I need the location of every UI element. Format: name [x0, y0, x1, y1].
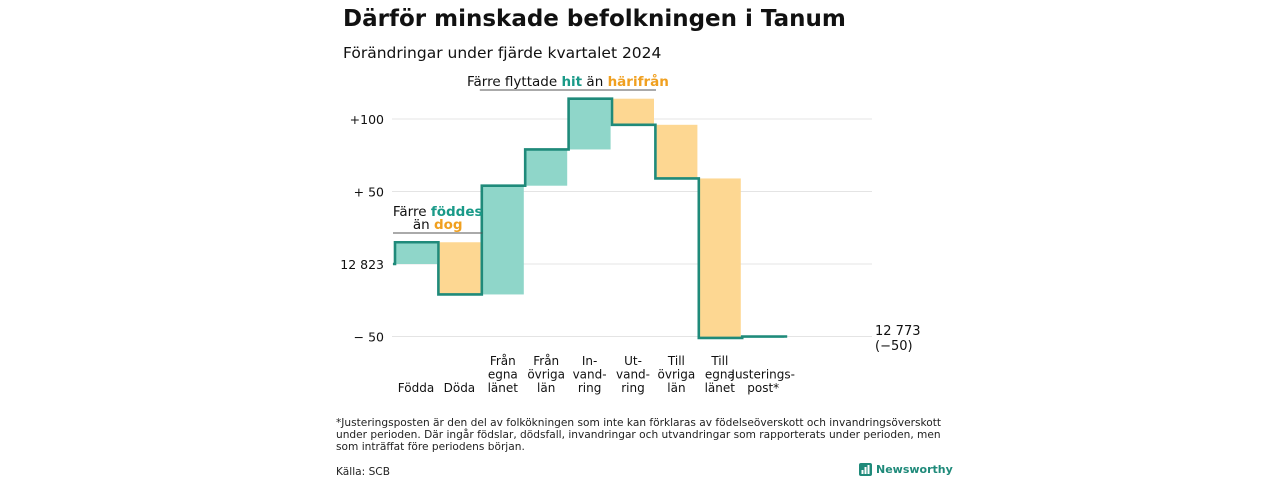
chart-title: Därför minskade befolkningen i Tanum	[343, 6, 846, 32]
bar-7	[698, 178, 741, 338]
bar-0	[395, 242, 437, 264]
newsworthy-icon	[859, 463, 872, 476]
grid-layer	[392, 118, 872, 337]
category-label: Från egna länet	[488, 354, 519, 395]
y-tick-label: 12 823	[340, 257, 384, 272]
y-tick-label: − 50	[354, 330, 384, 345]
brand-logo: Newsworthy	[859, 463, 953, 476]
bar-6	[655, 124, 698, 179]
brand-name: Newsworthy	[876, 463, 953, 476]
category-label: Till egna länet	[705, 354, 736, 395]
final-value-label: 12 773 (−50)	[875, 324, 921, 354]
category-label: Till övriga län	[658, 354, 696, 395]
y-tick-label: +100	[350, 112, 384, 127]
annotation-text: Färre flyttade hit än härifrån	[467, 73, 669, 90]
bar-4	[568, 98, 611, 150]
annotation-text: Färre föddes	[393, 204, 483, 220]
step-line-layer	[393, 97, 788, 340]
bar-3	[525, 149, 568, 186]
category-label: Döda	[444, 381, 476, 395]
category-label: In-vand-ring	[573, 354, 607, 395]
category-label: Ut-vand-ring	[616, 354, 650, 395]
source-note: Källa: SCB	[336, 466, 390, 478]
text-layer: +100 + 50 12 823 − 50 Födda Döda Från egna länet…	[340, 73, 920, 395]
annotation-text: än dog	[413, 217, 463, 233]
category-label: Från övriga län	[527, 354, 565, 395]
category-label: Födda	[398, 381, 434, 395]
bar-layer	[395, 98, 785, 338]
bar-1	[438, 242, 481, 295]
step-line	[393, 97, 788, 340]
waterfall-chart: +100 + 50 12 823 − 50 Födda Döda Från egna länet…	[340, 73, 920, 395]
bar-5	[612, 98, 654, 125]
footnote: *Justeringsposten är den del av folkökni…	[336, 417, 942, 453]
chart-subtitle: Förändringar under fjärde kvartalet 2024	[343, 44, 662, 62]
category-label: Justerings-post*	[730, 368, 795, 396]
bar-2	[481, 185, 524, 295]
y-tick-label: + 50	[354, 185, 384, 200]
